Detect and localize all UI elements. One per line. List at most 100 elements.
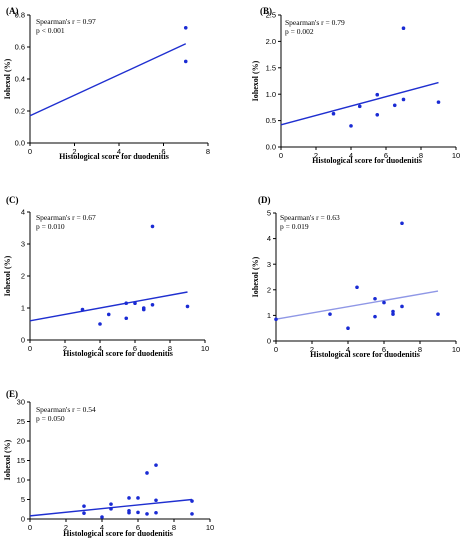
y-tick-label: 3 bbox=[267, 260, 271, 269]
data-point bbox=[391, 312, 395, 316]
data-point bbox=[328, 312, 332, 316]
y-tick-label: 0 bbox=[21, 336, 25, 345]
x-tick-label: 10 bbox=[201, 344, 209, 353]
y-tick-label: 20 bbox=[17, 437, 25, 446]
stat-pvalue: p < 0.001 bbox=[36, 26, 65, 35]
x-tick-label: 4 bbox=[349, 151, 353, 160]
y-tick-label: 25 bbox=[17, 417, 25, 426]
y-tick-label: 2.0 bbox=[266, 37, 276, 46]
data-point bbox=[109, 502, 113, 506]
data-point bbox=[375, 92, 380, 97]
data-point bbox=[133, 301, 137, 306]
data-point bbox=[274, 317, 278, 322]
x-axis-label: Histological score for duodenitis bbox=[310, 350, 420, 359]
stat-pvalue: p = 0.050 bbox=[36, 414, 65, 423]
data-point bbox=[124, 316, 129, 321]
data-point bbox=[154, 498, 158, 503]
data-point bbox=[154, 463, 158, 467]
y-tick-label: 3 bbox=[21, 240, 25, 249]
data-point bbox=[136, 496, 140, 500]
data-point bbox=[150, 303, 155, 307]
x-tick-label: 6 bbox=[161, 147, 165, 156]
y-tick-label: 30 bbox=[17, 398, 25, 407]
y-tick-label: 4 bbox=[21, 208, 25, 217]
data-point bbox=[190, 499, 194, 503]
x-tick-label: 8 bbox=[168, 344, 172, 353]
regression-line bbox=[280, 81, 439, 126]
data-point bbox=[391, 309, 395, 314]
y-tick-label: 0.6 bbox=[15, 43, 25, 52]
y-tick-label: 4 bbox=[267, 234, 271, 243]
data-point bbox=[392, 103, 397, 108]
x-tick-label: 6 bbox=[136, 523, 140, 532]
data-point bbox=[382, 300, 386, 305]
y-tick-label: 0.0 bbox=[15, 139, 25, 148]
x-axis-label: Histological score for duodenitis bbox=[59, 152, 169, 161]
x-tick-label: 2 bbox=[72, 147, 76, 156]
chart-panel: (C) Spearman's r = 0.67p = 0.010 0 2 4 6 8 10 0 1… bbox=[3, 195, 209, 358]
data-point bbox=[373, 314, 377, 319]
x-tick-label: 6 bbox=[133, 344, 137, 353]
panel-label: (C) bbox=[6, 195, 19, 205]
panel-label: (B) bbox=[260, 6, 272, 16]
x-tick-label: 10 bbox=[452, 151, 460, 160]
data-point bbox=[373, 296, 377, 301]
data-point bbox=[183, 59, 188, 64]
data-point bbox=[331, 111, 336, 116]
x-tick-label: 8 bbox=[419, 151, 423, 160]
y-tick-label: 1 bbox=[267, 311, 271, 320]
chart-panel: (A) Spearman's r = 0.97p < 0.001 0 2 4 6 8 0.0 0… bbox=[3, 6, 210, 161]
stat-spearman: Spearman's r = 0.63 bbox=[280, 213, 340, 222]
data-point bbox=[349, 124, 353, 128]
y-tick-label: 0 bbox=[267, 337, 271, 346]
data-point bbox=[436, 312, 440, 316]
stat-spearman: Spearman's r = 0.97 bbox=[36, 17, 96, 26]
panel-label: (E) bbox=[6, 389, 18, 399]
data-point bbox=[82, 504, 86, 508]
data-point bbox=[400, 221, 404, 226]
x-tick-label: 8 bbox=[172, 523, 176, 532]
regression-line bbox=[29, 291, 188, 322]
stat-pvalue: p = 0.002 bbox=[285, 27, 314, 36]
y-tick-label: 10 bbox=[17, 476, 25, 485]
data-point bbox=[100, 515, 104, 519]
data-point bbox=[127, 496, 131, 500]
y-tick-label: 2 bbox=[267, 285, 271, 294]
chart-panel: (B) Spearman's r = 0.79p = 0.002 0 2 4 6 8 10 0.… bbox=[251, 6, 460, 165]
data-point bbox=[150, 224, 155, 229]
data-point bbox=[145, 471, 149, 475]
x-tick-label: 4 bbox=[117, 147, 121, 156]
x-tick-label: 2 bbox=[63, 344, 67, 353]
x-tick-label: 8 bbox=[206, 147, 210, 156]
data-point bbox=[82, 511, 86, 515]
x-tick-label: 0 bbox=[279, 151, 283, 160]
y-axis-label: Iohexol (%) bbox=[3, 255, 12, 296]
y-tick-label: 5 bbox=[267, 209, 271, 218]
data-point bbox=[145, 512, 149, 516]
panel-label: (A) bbox=[6, 6, 19, 16]
y-tick-label: 1.5 bbox=[266, 63, 276, 72]
y-axis-label: Iohexol (%) bbox=[251, 60, 260, 101]
data-point bbox=[400, 304, 404, 309]
x-tick-label: 4 bbox=[346, 345, 350, 354]
x-axis-label: Histological score for duodenitis bbox=[63, 349, 173, 358]
data-point bbox=[136, 510, 140, 515]
data-point bbox=[185, 304, 190, 309]
y-tick-label: 0 bbox=[21, 515, 25, 524]
data-point bbox=[141, 307, 146, 312]
x-tick-label: 4 bbox=[100, 523, 104, 532]
x-tick-label: 0 bbox=[274, 345, 278, 354]
chart-panel: (E) Spearman's r = 0.54p = 0.050 0 2 4 6 8 10 0 5… bbox=[3, 389, 214, 538]
x-tick-label: 2 bbox=[64, 523, 68, 532]
y-tick-label: 1.0 bbox=[266, 90, 276, 99]
stat-pvalue: p = 0.019 bbox=[280, 222, 309, 231]
y-axis-label: Iohexol (%) bbox=[3, 439, 12, 480]
data-point bbox=[357, 104, 362, 109]
stat-spearman: Spearman's r = 0.67 bbox=[36, 213, 96, 222]
data-point bbox=[436, 100, 441, 104]
data-point bbox=[109, 507, 113, 511]
y-tick-label: 0.0 bbox=[266, 143, 276, 152]
regression-line bbox=[275, 290, 439, 320]
y-tick-label: 0.2 bbox=[15, 107, 25, 116]
